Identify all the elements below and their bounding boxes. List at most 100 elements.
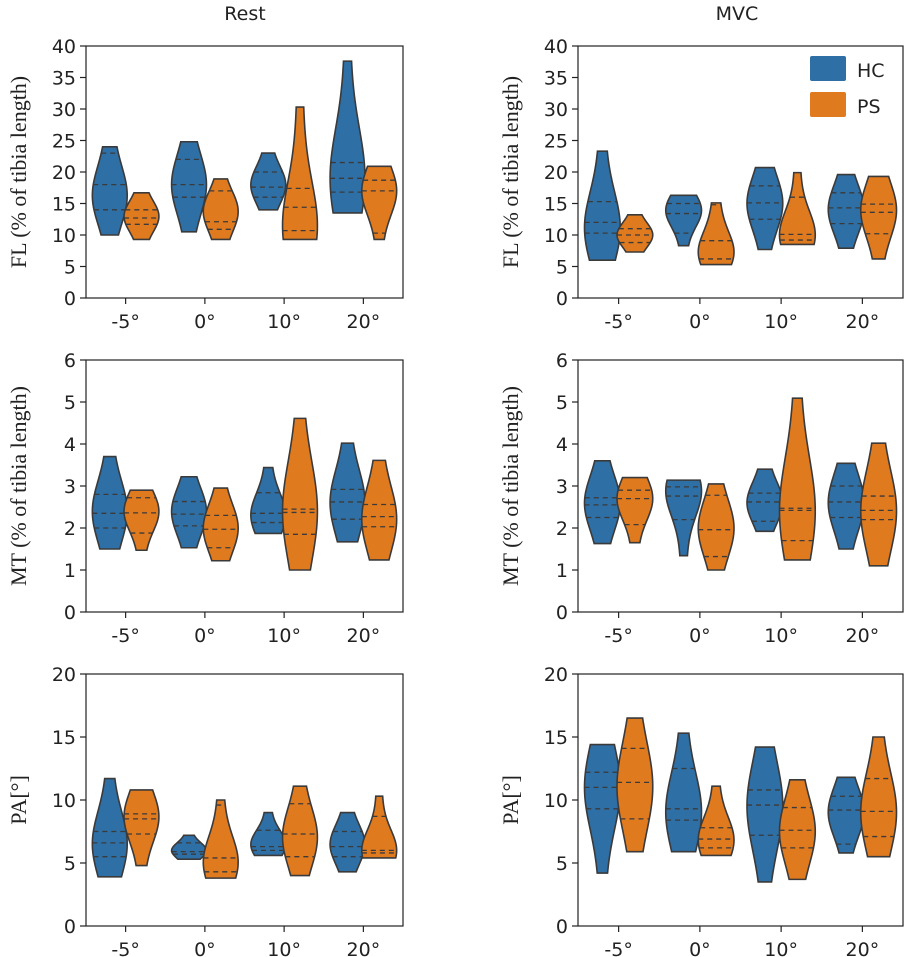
violin-ps-3 xyxy=(362,796,397,858)
y-tick-label: 15 xyxy=(52,194,76,216)
x-tick-label: 0° xyxy=(689,939,711,957)
y-tick-label: 10 xyxy=(544,225,568,247)
y-tick-label: 3 xyxy=(64,476,76,498)
column-title-rest: Rest xyxy=(224,3,265,25)
violin-hc-0 xyxy=(585,461,621,544)
x-tick-label: -5° xyxy=(604,311,632,333)
y-tick-label: 2 xyxy=(556,518,568,540)
y-tick-label: 5 xyxy=(64,257,76,279)
x-tick-label: -5° xyxy=(604,625,632,647)
y-tick-label: 4 xyxy=(556,434,568,456)
violin-ps-0 xyxy=(617,718,653,852)
y-axis-label: PA[°] xyxy=(6,775,31,825)
y-tick-label: 20 xyxy=(52,162,76,184)
legend: HC PS xyxy=(810,56,885,118)
panel-4: 0 5 10 15 20 -5° 0° 10° 20° PA[°] xyxy=(6,664,403,957)
x-tick-label: 10° xyxy=(267,625,301,647)
x-tick-label: 20° xyxy=(846,939,880,957)
panel-2: 0 1 2 3 4 5 6 -5° 0° 10° 20° MT (% of tibia length) xyxy=(6,350,403,647)
y-tick-label: 40 xyxy=(544,36,568,58)
violin-hc-3 xyxy=(330,443,365,542)
y-tick-label: 0 xyxy=(556,602,568,624)
x-tick-label: 20° xyxy=(347,311,381,333)
violin-ps-2 xyxy=(283,786,318,875)
y-tick-label: 30 xyxy=(52,99,76,121)
legend-swatch-ps xyxy=(810,92,846,117)
x-tick-label: -5° xyxy=(604,939,632,957)
violin-hc-1 xyxy=(666,480,702,556)
panel-5: 0 5 10 15 20 -5° 0° 10° 20° PA[°] xyxy=(498,664,903,957)
violin-hc-3 xyxy=(828,777,864,853)
figure: Rest MVC 0510152025303540-5° 0° 10° 20°FL (… xyxy=(0,0,913,957)
y-tick-label: 20 xyxy=(544,162,568,184)
violin-hc-0 xyxy=(92,147,127,235)
y-tick-label: 5 xyxy=(64,392,76,414)
violin-hc-1 xyxy=(172,477,207,548)
violin-hc-3 xyxy=(828,463,864,549)
x-tick-label: 10° xyxy=(267,939,301,957)
violin-hc-2 xyxy=(251,813,286,856)
y-tick-label: 3 xyxy=(556,476,568,498)
x-tick-label: 10° xyxy=(764,939,798,957)
y-tick-label: 5 xyxy=(64,853,76,875)
violin-ps-0 xyxy=(124,193,159,240)
y-axis-label: MT (% of tibia length) xyxy=(6,386,31,586)
x-tick-label: 0° xyxy=(194,939,216,957)
legend-label-hc: HC xyxy=(857,60,885,82)
violin-hc-0 xyxy=(92,779,127,877)
violin-ps-0 xyxy=(617,478,653,543)
y-axis-label: MT (% of tibia length) xyxy=(498,386,523,586)
y-tick-label: 25 xyxy=(544,131,568,153)
violin-ps-0 xyxy=(124,490,159,550)
violin-hc-1 xyxy=(172,835,207,859)
x-tick-label: 20° xyxy=(846,625,880,647)
y-tick-label: 5 xyxy=(556,392,568,414)
y-tick-label: 40 xyxy=(52,36,76,58)
x-tick-label: 0° xyxy=(194,311,216,333)
violin-hc-0 xyxy=(585,151,621,260)
violin-hc-2 xyxy=(251,468,286,534)
violin-ps-3 xyxy=(861,737,897,857)
x-tick-label: 0° xyxy=(689,625,711,647)
panel-3: 0 1 2 3 4 5 6 -5° 0° 10° 20° MT (% of tibia length) xyxy=(498,350,903,647)
violin-hc-2 xyxy=(747,747,783,882)
y-tick-label: 2 xyxy=(64,518,76,540)
x-tick-label: 10° xyxy=(267,311,301,333)
y-tick-label: 6 xyxy=(556,350,568,372)
violin-ps-3 xyxy=(861,176,897,259)
violin-hc-0 xyxy=(92,457,127,549)
y-tick-label: 35 xyxy=(544,68,568,90)
y-tick-label: 15 xyxy=(52,727,76,749)
y-tick-label: 25 xyxy=(52,131,76,153)
y-tick-label: 10 xyxy=(52,790,76,812)
y-axis-label: FL (% of tibia length) xyxy=(6,76,31,268)
violin-ps-2 xyxy=(283,107,318,239)
violin-hc-3 xyxy=(330,813,365,872)
x-tick-label: 0° xyxy=(194,625,216,647)
y-tick-label: 5 xyxy=(556,853,568,875)
y-tick-label: 1 xyxy=(556,560,568,582)
violin-ps-0 xyxy=(124,790,159,866)
violin-ps-3 xyxy=(362,166,397,239)
y-tick-label: 4 xyxy=(64,434,76,456)
violin-ps-1 xyxy=(698,203,734,265)
violin-ps-1 xyxy=(203,488,238,561)
x-tick-label: -5° xyxy=(111,311,139,333)
violin-ps-1 xyxy=(698,786,734,855)
y-tick-label: 0 xyxy=(64,916,76,938)
y-tick-label: 0 xyxy=(556,916,568,938)
y-tick-label: 30 xyxy=(544,99,568,121)
legend-swatch-hc xyxy=(810,56,846,81)
x-tick-label: 20° xyxy=(347,625,381,647)
violin-ps-0 xyxy=(617,215,653,252)
legend-label-ps: PS xyxy=(857,96,881,118)
y-tick-label: 1 xyxy=(64,560,76,582)
y-tick-label: 0 xyxy=(64,602,76,624)
y-tick-label: 0 xyxy=(64,288,76,310)
violin-ps-1 xyxy=(203,179,238,239)
x-tick-label: 10° xyxy=(764,311,798,333)
y-tick-label: 0 xyxy=(556,288,568,310)
x-tick-label: 20° xyxy=(846,311,880,333)
violin-hc-1 xyxy=(666,733,702,851)
